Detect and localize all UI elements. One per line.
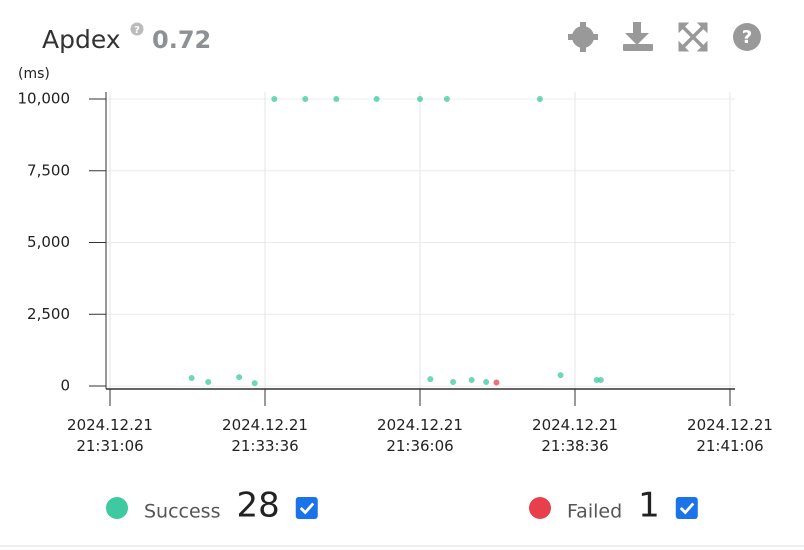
y-tick-label: 2,500 [27, 305, 70, 323]
data-point [302, 96, 309, 102]
x-tick-label: 2024.12.21 21:31:06 [67, 416, 153, 455]
data-point [557, 372, 564, 379]
y-tick-label: 7,500 [27, 161, 70, 179]
legend-swatch [529, 497, 551, 519]
data-point [205, 378, 212, 385]
x-tick-label: 2024.12.21 21:36:06 [377, 416, 463, 455]
legend-count: 1 [638, 486, 660, 526]
data-point [251, 380, 258, 387]
settings-icon[interactable] [568, 22, 598, 52]
x-tick-label: 2024.12.21 21:41:06 [687, 416, 773, 455]
help-badge[interactable]: ? [130, 22, 144, 37]
chart-title: Apdex [42, 25, 121, 54]
data-point [188, 374, 195, 381]
legend-label: Failed [567, 501, 622, 523]
data-point [468, 376, 475, 383]
y-axis-label: (ms) [18, 66, 50, 82]
expand-icon[interactable] [678, 22, 708, 52]
apdex-score: 0.72 [152, 26, 211, 54]
toolbar: ? [568, 22, 761, 52]
legend-label: Success [144, 501, 220, 523]
plot: 0 2,500 5,000 7,500 10,000 2024.12.21 21:31:06… [18, 90, 773, 455]
legend-checkbox[interactable] [675, 497, 698, 519]
checkbox-check[interactable] [679, 502, 695, 515]
svg-text:?: ? [134, 25, 140, 36]
svg-text:?: ? [742, 27, 752, 48]
download-icon[interactable] [623, 22, 653, 51]
x-tick-label: 2024.12.21 21:38:36 [532, 416, 618, 455]
data-point [373, 96, 380, 102]
y-tick-label: 10,000 [18, 90, 71, 108]
data-point [427, 376, 434, 383]
data-point [593, 376, 600, 383]
x-tick-label: 2024.12.21 21:33:36 [222, 416, 308, 455]
checkbox-box[interactable] [675, 497, 698, 519]
data-point [443, 96, 450, 102]
data-point [417, 96, 423, 102]
legend-swatch [106, 497, 128, 519]
data-point [597, 376, 604, 383]
data-point [536, 96, 543, 102]
checkbox-box[interactable] [295, 497, 318, 519]
data-point [493, 379, 500, 386]
y-tick-label: 0 [60, 377, 70, 395]
y-tick-label: 5,000 [27, 233, 70, 251]
data-point [483, 378, 490, 385]
checkbox-check[interactable] [299, 502, 315, 515]
data-point [333, 96, 340, 102]
legend-checkbox[interactable] [295, 497, 318, 519]
data-point [271, 96, 278, 102]
data-point [236, 374, 243, 381]
data-point [450, 378, 457, 385]
legend-count: 28 [236, 486, 279, 526]
help-icon[interactable]: ? [733, 23, 761, 51]
legend: Success 28 Failed 1 [106, 486, 698, 526]
